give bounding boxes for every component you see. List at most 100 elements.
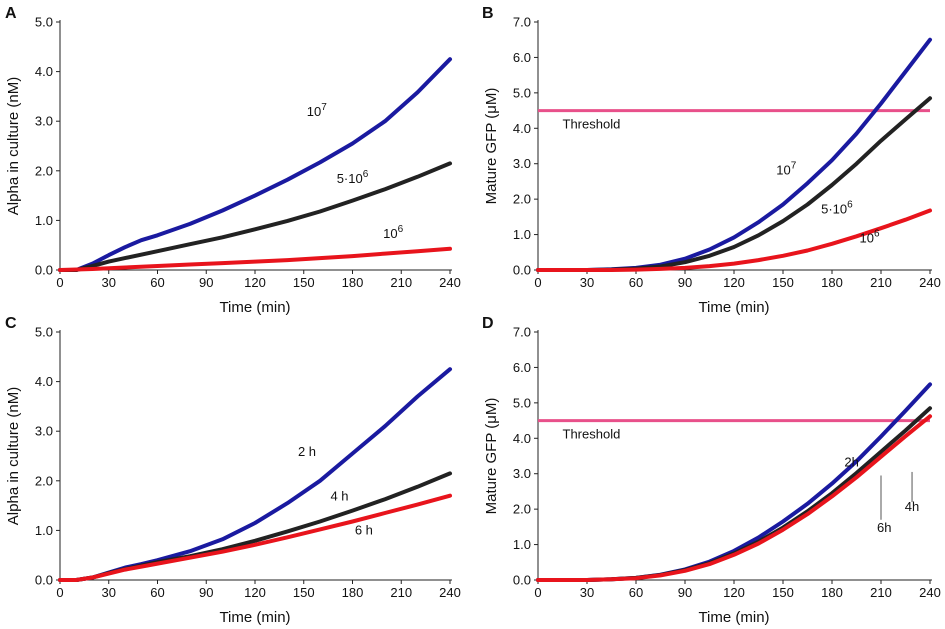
y-axis-label: Mature GFP (μM) <box>483 398 500 515</box>
series-label: 6h <box>877 520 891 535</box>
series-label: 4 h <box>330 489 348 504</box>
series-label: 2 h <box>298 444 316 459</box>
y-tick-label: 1.0 <box>35 213 53 228</box>
x-axis-label: Time (min) <box>698 609 769 626</box>
y-tick-label: 1.0 <box>513 537 531 552</box>
panel-label: D <box>482 315 494 332</box>
series-line-3 <box>58 493 452 582</box>
x-tick-label: 90 <box>678 585 692 600</box>
series-label: 5·106 <box>337 169 369 186</box>
y-tick-label: 0.0 <box>35 263 53 278</box>
series-line-3 <box>58 246 452 272</box>
panel-d: D 0 30 60 90 120 150 180 210 240 0.0 1.0 2.0 3.0 4.0 5.… <box>482 315 941 626</box>
x-tick-label: 210 <box>390 585 412 600</box>
y-tick-label: 3.0 <box>513 156 531 171</box>
series-label-base: 10 <box>307 104 321 119</box>
series-label-exponent: 6 <box>398 224 404 235</box>
x-tick-label: 60 <box>629 275 643 290</box>
series-line-1 <box>58 57 452 272</box>
y-tick-label: 6.0 <box>513 50 531 65</box>
x-tick-label: 120 <box>244 585 266 600</box>
series-label-exponent: 6 <box>847 199 853 210</box>
x-tick-label: 240 <box>439 585 461 600</box>
series-label: 106 <box>860 228 880 245</box>
series-line-2 <box>58 161 452 272</box>
x-tick-label: 30 <box>580 585 594 600</box>
x-tick-label: 240 <box>439 275 461 290</box>
series-line-2 <box>58 471 452 582</box>
panel-a: A 0 30 60 90 120 150 180 210 240 0.0 1.0 2.0 3.0 4.0 5.… <box>5 5 461 316</box>
x-tick-label: 0 <box>534 585 541 600</box>
panel-c: C 0 30 60 90 120 150 180 210 240 0.0 1.0 2.0 3.0 4.0 5.… <box>5 315 461 626</box>
series-label: 2h <box>844 455 858 470</box>
x-tick-label: 150 <box>293 275 315 290</box>
y-tick-label: 2.0 <box>35 473 53 488</box>
y-tick-label: 2.0 <box>513 502 531 517</box>
y-tick-label: 4.0 <box>35 374 53 389</box>
y-tick-label: 5.0 <box>35 15 53 30</box>
panel-label: B <box>482 5 494 22</box>
series-label-exponent: 6 <box>363 169 369 180</box>
series-line-3 <box>536 208 932 272</box>
y-axis-label: Alpha in culture (nM) <box>5 387 22 525</box>
x-tick-label: 120 <box>244 275 266 290</box>
x-tick-label: 180 <box>821 585 843 600</box>
y-tick-label: 4.0 <box>35 64 53 79</box>
panel-label: C <box>5 315 17 332</box>
x-tick-label: 180 <box>821 275 843 290</box>
threshold-label: Threshold <box>563 427 621 442</box>
x-axis-label: Time (min) <box>219 609 290 626</box>
series-label: 107 <box>307 102 327 119</box>
x-tick-label: 60 <box>150 585 164 600</box>
x-tick-label: 30 <box>102 275 116 290</box>
y-tick-label: 5.0 <box>513 395 531 410</box>
x-tick-label: 60 <box>629 585 643 600</box>
series-label-exponent: 7 <box>321 102 327 113</box>
x-tick-label: 210 <box>390 275 412 290</box>
y-tick-label: 7.0 <box>513 15 531 30</box>
series-label: 107 <box>776 160 796 177</box>
y-tick-label: 5.0 <box>513 85 531 100</box>
y-tick-label: 7.0 <box>513 325 531 340</box>
y-tick-label: 3.0 <box>35 114 53 129</box>
x-tick-label: 90 <box>199 585 213 600</box>
series-label-base: 5·10 <box>821 201 847 216</box>
x-tick-label: 240 <box>919 585 941 600</box>
series-label-base: 10 <box>776 162 790 177</box>
panel-label: A <box>5 5 17 22</box>
y-tick-label: 0.0 <box>35 573 53 588</box>
x-tick-label: 0 <box>534 275 541 290</box>
x-tick-label: 30 <box>580 275 594 290</box>
x-axis-label: Time (min) <box>219 299 290 316</box>
x-tick-label: 90 <box>199 275 213 290</box>
y-tick-label: 0.0 <box>513 263 531 278</box>
y-tick-label: 1.0 <box>513 227 531 242</box>
series-label-base: 5·10 <box>337 171 363 186</box>
x-tick-label: 0 <box>56 275 63 290</box>
y-tick-label: 5.0 <box>35 325 53 340</box>
x-tick-label: 150 <box>293 585 315 600</box>
x-axis-label: Time (min) <box>698 299 769 316</box>
panel-b: B 0 30 60 90 120 150 180 210 240 0.0 1.0 2.0 3.0 4.0 5.… <box>482 5 941 316</box>
threshold-label: Threshold <box>563 117 621 132</box>
y-tick-label: 6.0 <box>513 360 531 375</box>
x-tick-label: 150 <box>772 585 794 600</box>
x-tick-label: 30 <box>102 585 116 600</box>
x-tick-label: 210 <box>870 585 892 600</box>
x-tick-label: 90 <box>678 275 692 290</box>
y-tick-label: 3.0 <box>513 466 531 481</box>
y-tick-label: 4.0 <box>513 431 531 446</box>
x-tick-label: 60 <box>150 275 164 290</box>
series-line-1 <box>536 382 932 582</box>
x-tick-label: 0 <box>56 585 63 600</box>
x-tick-label: 120 <box>723 585 745 600</box>
series-label-base: 10 <box>383 226 397 241</box>
series-line-1 <box>58 367 452 582</box>
x-tick-label: 180 <box>342 275 364 290</box>
series-line-3 <box>536 414 932 582</box>
series-label: 5·106 <box>821 199 853 216</box>
y-axis-label: Alpha in culture (nM) <box>5 77 22 215</box>
y-tick-label: 2.0 <box>35 163 53 178</box>
x-tick-label: 120 <box>723 275 745 290</box>
